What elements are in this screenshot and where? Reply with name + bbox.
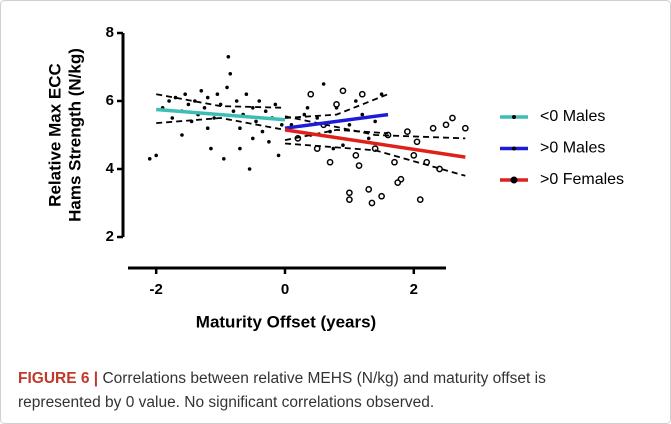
data-point	[202, 106, 207, 110]
data-point	[373, 119, 377, 124]
y-tick-label: 8	[106, 24, 114, 41]
data-point	[346, 196, 353, 203]
data-point	[410, 152, 418, 159]
legend-marker	[510, 176, 518, 184]
data-point	[225, 85, 229, 90]
data-point	[260, 129, 265, 134]
data-point	[263, 109, 268, 113]
data-point	[442, 121, 450, 129]
confidence-band	[284, 128, 389, 141]
caption-text: represented by 0 value. No significant c…	[18, 394, 435, 411]
data-point	[244, 92, 249, 96]
data-point	[154, 153, 158, 158]
data-point	[321, 82, 326, 86]
data-point	[355, 162, 363, 169]
data-point	[209, 146, 213, 151]
data-point	[238, 146, 242, 151]
legend-label: >0 Males	[540, 140, 605, 157]
data-point	[449, 114, 456, 122]
data-point	[254, 119, 258, 124]
data-point	[394, 179, 402, 186]
data-point	[352, 152, 360, 159]
data-point	[234, 99, 239, 103]
legend-marker	[512, 115, 516, 119]
data-point	[279, 123, 284, 127]
data-point	[354, 99, 358, 103]
data-point	[228, 72, 233, 76]
data-point	[416, 196, 424, 203]
confidence-band	[284, 93, 389, 119]
data-point	[429, 124, 437, 132]
data-point	[276, 153, 281, 158]
data-point	[170, 116, 175, 120]
data-point	[167, 99, 171, 103]
data-point	[326, 158, 334, 166]
data-point	[215, 92, 220, 96]
data-point	[365, 186, 373, 193]
fit-line	[284, 112, 389, 130]
data-point	[378, 192, 385, 200]
data-point	[302, 112, 307, 117]
data-point	[226, 55, 231, 59]
data-point	[238, 126, 242, 130]
data-point	[315, 116, 320, 120]
data-point	[413, 138, 421, 146]
confidence-band	[156, 93, 286, 109]
caption-line: FIGURE 6 | Correlations between relative…	[18, 370, 546, 388]
data-point	[199, 89, 204, 93]
y-tick-label: 4	[106, 160, 115, 177]
data-point	[307, 90, 315, 98]
data-point	[461, 124, 469, 132]
data-point	[341, 143, 345, 147]
data-point	[205, 95, 210, 100]
x-tick-label: 2	[410, 281, 418, 298]
legend-marker	[512, 146, 516, 151]
data-point	[379, 92, 384, 96]
data-point	[251, 106, 255, 110]
data-point	[391, 158, 398, 166]
caption-text: Correlations between relative MEHS (N/kg…	[102, 370, 546, 387]
y-tick-label: 6	[106, 92, 114, 109]
data-point	[147, 157, 152, 161]
data-point	[333, 101, 340, 108]
data-point	[404, 128, 411, 135]
data-point	[231, 109, 236, 113]
data-point	[180, 133, 184, 137]
data-point	[366, 136, 371, 141]
data-point	[247, 167, 252, 171]
x-tick-label: -2	[150, 281, 163, 298]
y-axis-label: Relative Max ECC	[45, 63, 64, 207]
data-point	[331, 146, 336, 151]
y-axis-label: Hams Strength (N/kg)	[65, 48, 84, 222]
data-point	[257, 99, 262, 103]
data-point	[267, 140, 271, 144]
fit-line	[156, 107, 286, 122]
data-point	[358, 90, 366, 98]
legend-label: >0 Females	[540, 171, 624, 188]
data-point	[222, 157, 226, 161]
x-tick-label: 0	[281, 281, 289, 298]
fit-line	[284, 128, 466, 159]
data-point	[205, 126, 210, 130]
y-tick-label: 2	[106, 228, 114, 245]
data-point	[305, 106, 310, 110]
data-point	[273, 102, 278, 107]
data-point	[251, 136, 255, 141]
data-point	[346, 189, 353, 197]
legend-label: <0 Males	[540, 108, 605, 125]
data-point	[360, 112, 365, 117]
data-point	[347, 123, 352, 127]
data-point	[186, 102, 191, 107]
data-point	[212, 116, 216, 120]
data-point	[183, 92, 187, 96]
x-axis-label: Maturity Offset (years)	[196, 312, 376, 331]
caption-label: FIGURE 6 |	[18, 370, 99, 387]
data-point	[368, 199, 376, 207]
data-point	[339, 87, 347, 95]
confidence-band	[284, 142, 466, 177]
confidence-band	[156, 117, 286, 131]
